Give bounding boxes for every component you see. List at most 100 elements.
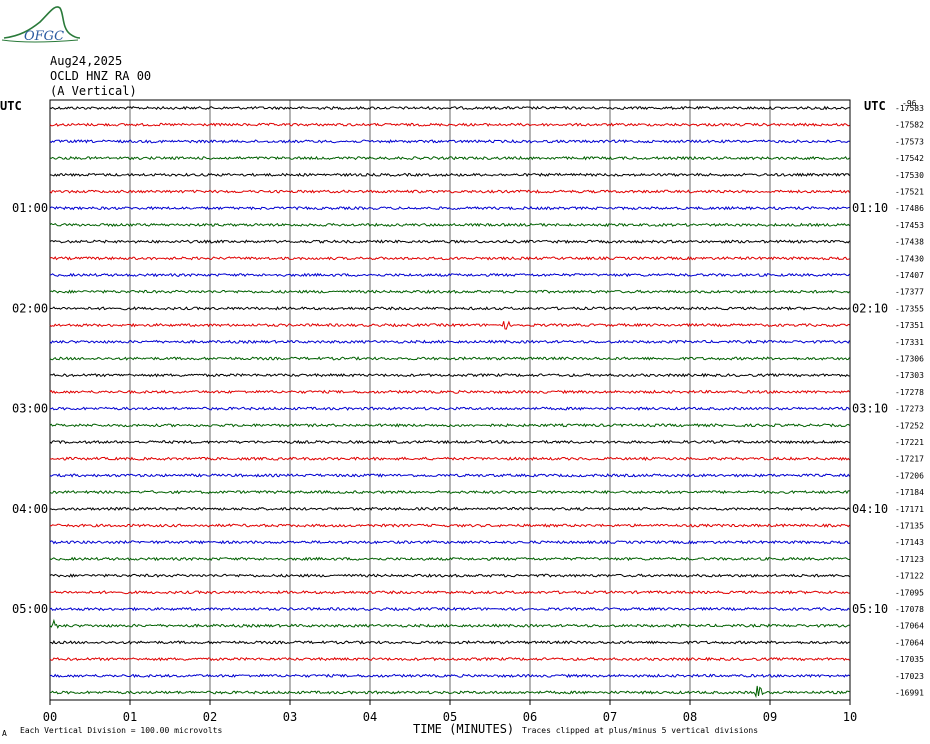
right-time-label: 03:10: [852, 402, 888, 416]
trace-offset-label: -17035: [895, 655, 924, 664]
trace-line: [49, 289, 850, 294]
trace-line: [49, 539, 850, 545]
trace-line: [49, 272, 850, 278]
trace-line: [49, 389, 850, 395]
plot-grid: [49, 99, 851, 705]
trace-line: [49, 506, 850, 511]
trace-offset-label: -17123: [895, 555, 924, 564]
trace-line: [49, 656, 850, 662]
trace-line: [49, 685, 850, 699]
component-label: (A Vertical): [50, 84, 137, 98]
clip-note: Traces clipped at plus/minus 5 vertical …: [522, 726, 758, 735]
corner-mark: A: [2, 729, 7, 738]
trace-offset-label: -17143: [895, 538, 924, 547]
trace-offset-label: -17184: [895, 488, 924, 497]
trace-offset-label: -17573: [895, 137, 924, 146]
trace-line: [49, 439, 850, 445]
logo-text: OFGC: [24, 29, 64, 44]
trace-offset-label: -16991: [895, 689, 924, 698]
trace-line: [49, 122, 850, 127]
left-time-label: 04:00: [12, 502, 48, 516]
right-top-label: -96: [902, 99, 917, 108]
trace-line: [49, 155, 850, 161]
scale-note: Each Vertical Division = 100.00 microvol…: [20, 726, 222, 735]
trace-line: [49, 473, 850, 478]
seismic-traces: [49, 105, 850, 699]
trace-offset-label: -17095: [895, 588, 924, 597]
x-tick-label: 04: [363, 710, 377, 724]
trace-offset-label: -17521: [895, 188, 924, 197]
trace-offset-label: -17438: [895, 238, 924, 247]
trace-offset-label: -17583: [895, 104, 924, 113]
trace-offset-label: -17064: [895, 622, 924, 631]
left-time-label: 03:00: [12, 402, 48, 416]
trace-line: [49, 589, 850, 595]
station-id: OCLD HNZ RA 00: [50, 69, 152, 83]
trace-line: [49, 423, 850, 428]
trace-line: [49, 189, 850, 194]
left-axis-title: UTC: [0, 99, 22, 113]
trace-line: [49, 256, 850, 261]
trace-offset-label: -17171: [895, 505, 924, 514]
trace-line: [49, 356, 850, 361]
trace-line: [49, 489, 850, 495]
trace-offset-label: -17530: [895, 171, 924, 180]
trace-offset-label: -17486: [895, 204, 924, 213]
left-time-label: 02:00: [12, 301, 48, 315]
trace-line: [49, 523, 850, 528]
trace-offset-label: -17407: [895, 271, 924, 280]
trace-line: [49, 172, 850, 178]
trace-line: [49, 556, 850, 562]
trace-offset-label: -17078: [895, 605, 924, 614]
trace-offset-label: -17582: [895, 121, 924, 130]
trace-line: [49, 139, 850, 144]
trace-line: [49, 320, 850, 330]
x-tick-label: 02: [203, 710, 217, 724]
trace-line: [49, 640, 850, 645]
x-tick-label: 10: [843, 710, 857, 724]
trace-offset-label: -17331: [895, 338, 924, 347]
trace-offset-label: -17023: [895, 672, 924, 681]
trace-offset-label: -17273: [895, 405, 924, 414]
trace-offset-label: -17278: [895, 388, 924, 397]
trace-line: [49, 573, 850, 578]
trace-offset-label: -17135: [895, 522, 924, 531]
right-time-label: 04:10: [852, 502, 888, 516]
trace-offset-label: -17122: [895, 572, 924, 581]
trace-line: [49, 673, 850, 678]
trace-offset-label: -17542: [895, 154, 924, 163]
trace-line: [49, 339, 850, 344]
x-tick-label: 06: [523, 710, 537, 724]
trace-line: [49, 372, 850, 378]
x-tick-label: 03: [283, 710, 297, 724]
left-time-label: 01:00: [12, 201, 48, 215]
x-tick-label: 01: [123, 710, 137, 724]
right-time-label: 02:10: [852, 301, 888, 315]
ofgc-logo: OFGC: [1, 6, 80, 44]
trace-line: [49, 606, 850, 612]
trace-offset-label: -17355: [895, 304, 924, 313]
trace-offset-label: -17351: [895, 321, 924, 330]
trace-line: [49, 456, 850, 462]
trace-offset-label: -17221: [895, 438, 924, 447]
trace-line: [49, 239, 850, 244]
x-tick-label: 07: [603, 710, 617, 724]
trace-offset-label: -17306: [895, 355, 924, 364]
trace-offset-label: -17430: [895, 254, 924, 263]
chart-date: Aug24,2025: [50, 54, 123, 68]
trace-line: [49, 618, 850, 629]
trace-line: [49, 105, 850, 111]
trace-line: [49, 406, 850, 411]
trace-offset-label: -17217: [895, 455, 924, 464]
axis-labels: 00 01 02 03 04 05 06 07 08 09 10 -17583 -17582 -17573…: [12, 104, 924, 724]
x-tick-label: 00: [43, 710, 57, 724]
x-tick-label: 08: [683, 710, 697, 724]
mountain-wave-logo-icon: [3, 6, 80, 39]
right-time-label: 01:10: [852, 201, 888, 215]
trace-line: [49, 205, 850, 211]
trace-offset-label: -17303: [895, 371, 924, 380]
trace-offset-label: -17252: [895, 421, 924, 430]
trace-offset-label: -17377: [895, 288, 924, 297]
trace-offset-label: -17064: [895, 638, 924, 647]
